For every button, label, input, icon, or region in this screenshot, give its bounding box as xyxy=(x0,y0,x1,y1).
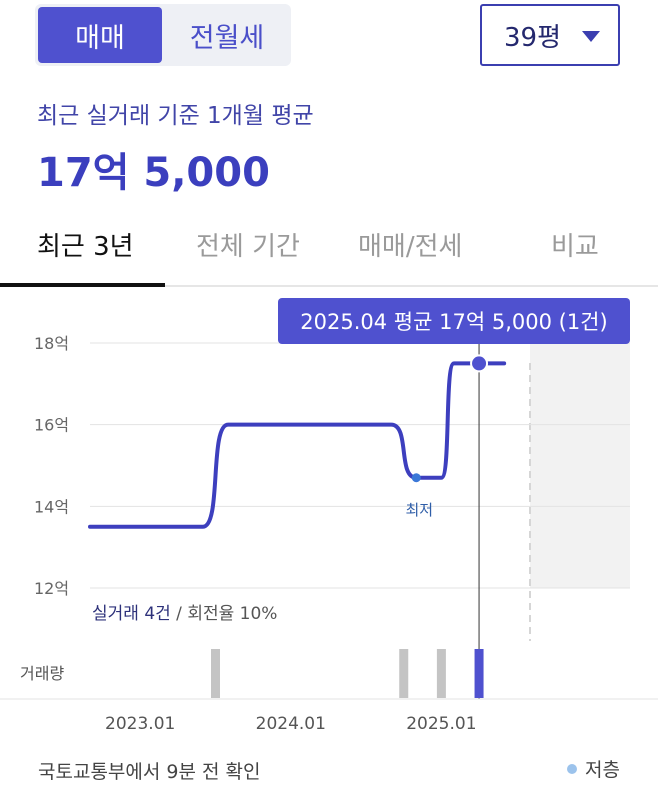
transaction-stats: 실거래 4건 / 회전율 10% xyxy=(92,604,277,624)
volume-bar xyxy=(399,649,409,698)
volume-label: 거래량 xyxy=(20,664,64,683)
period-tabs: 최근 3년 전체 기간 매매/전세 비교 xyxy=(0,212,658,287)
average-price-value: 17억 5,000 xyxy=(37,150,270,196)
future-period-band xyxy=(530,333,630,588)
y-tick-label: 14억 xyxy=(34,497,69,516)
average-price-label: 최근 실거래 기준 1개월 평균 xyxy=(37,103,314,129)
chart-tooltip: 2025.04 평균 17억 5,000 (1건) xyxy=(278,298,630,344)
tab-all-period[interactable]: 전체 기간 xyxy=(196,232,300,262)
x-tick-label: 2025.01 xyxy=(406,714,476,734)
floor-legend: 저층 xyxy=(567,755,620,782)
y-tick-label: 18억 xyxy=(34,334,69,353)
active-tab-indicator xyxy=(0,283,165,287)
volume-bar xyxy=(474,649,484,698)
area-size-select[interactable]: 39평 xyxy=(480,4,620,66)
data-source-note: 국토교통부에서 9분 전 확인 xyxy=(38,761,261,783)
rent-tab-button[interactable]: 전월세 xyxy=(189,22,265,54)
volume-bar xyxy=(436,649,446,698)
legend-label: 저층 xyxy=(585,759,620,781)
caret-down-icon xyxy=(582,31,600,42)
trade-type-toggle: 매매 전월세 xyxy=(35,4,291,66)
tab-sale-jeonse[interactable]: 매매/전세 xyxy=(358,232,463,262)
highlighted-data-point xyxy=(470,354,489,373)
x-tick-label: 2023.01 xyxy=(105,714,175,734)
x-tick-label: 2024.01 xyxy=(256,714,326,734)
tab-compare[interactable]: 비교 xyxy=(551,232,599,262)
y-tick-label: 12억 xyxy=(34,579,69,598)
low-point-label: 최저 xyxy=(405,501,433,519)
legend-dot-icon xyxy=(567,763,577,774)
volume-bar xyxy=(211,649,220,698)
price-line xyxy=(88,361,507,529)
sale-tab-button[interactable]: 매매 xyxy=(38,7,162,63)
low-point-marker xyxy=(411,473,421,483)
y-tick-label: 16억 xyxy=(34,416,69,435)
area-size-value: 39평 xyxy=(504,22,562,53)
tab-recent-3-years[interactable]: 최근 3년 xyxy=(37,232,134,262)
